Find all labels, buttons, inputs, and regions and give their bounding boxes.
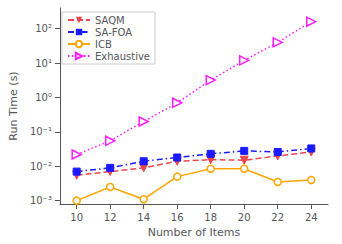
svg-text:10⁻¹: 10⁻¹ bbox=[30, 126, 52, 137]
svg-text:10¹: 10¹ bbox=[35, 58, 52, 69]
svg-text:24: 24 bbox=[305, 212, 318, 223]
svg-text:SA-FOA: SA-FOA bbox=[95, 27, 132, 38]
svg-text:12: 12 bbox=[104, 212, 117, 223]
svg-text:10: 10 bbox=[70, 212, 83, 223]
svg-text:10⁰: 10⁰ bbox=[35, 92, 52, 103]
svg-text:10⁻³: 10⁻³ bbox=[30, 195, 52, 206]
svg-text:Number of Items: Number of Items bbox=[148, 226, 241, 239]
svg-text:22: 22 bbox=[271, 212, 284, 223]
svg-text:14: 14 bbox=[137, 212, 150, 223]
svg-text:10²: 10² bbox=[35, 23, 52, 34]
svg-text:10⁻²: 10⁻² bbox=[30, 161, 52, 172]
svg-text:Run Time (s): Run Time (s) bbox=[7, 71, 20, 140]
svg-text:SAQM: SAQM bbox=[95, 15, 125, 26]
svg-text:ICB: ICB bbox=[95, 39, 112, 50]
svg-text:18: 18 bbox=[204, 212, 217, 223]
svg-text:16: 16 bbox=[171, 212, 184, 223]
svg-text:Exhaustive: Exhaustive bbox=[95, 51, 150, 62]
svg-text:20: 20 bbox=[238, 212, 251, 223]
